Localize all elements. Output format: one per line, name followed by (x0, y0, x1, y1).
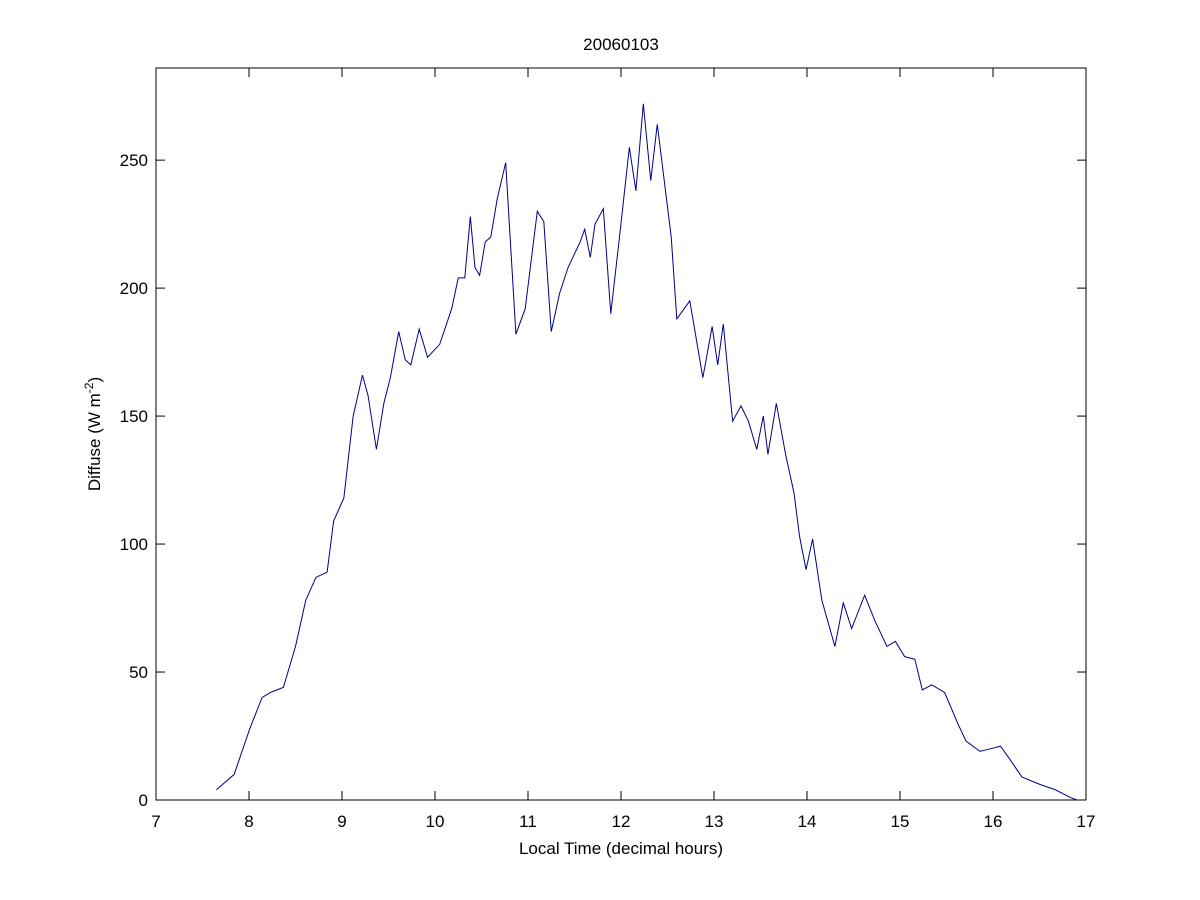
x-tick-label: 10 (426, 812, 445, 831)
x-tick-label: 16 (984, 812, 1003, 831)
y-tick-label: 100 (120, 535, 148, 554)
x-axis-label: Local Time (decimal hours) (519, 839, 723, 858)
y-label-text: Diffuse (W m (85, 393, 104, 491)
x-tick-label: 9 (337, 812, 346, 831)
x-tick-label: 12 (612, 812, 631, 831)
x-tick-label: 14 (798, 812, 817, 831)
y-label-sup: -2 (82, 382, 96, 393)
x-tick-label: 8 (244, 812, 253, 831)
x-tick-label: 15 (891, 812, 910, 831)
y-tick-label: 0 (139, 791, 148, 810)
y-tick-label: 250 (120, 151, 148, 170)
y-tick-label: 150 (120, 407, 148, 426)
x-tick-label: 13 (705, 812, 724, 831)
x-tick-label: 17 (1077, 812, 1096, 831)
data-line (216, 103, 1077, 801)
y-tick-label: 200 (120, 279, 148, 298)
y-tick-label: 50 (129, 663, 148, 682)
y-axis-label: Diffuse (W m-2) (82, 377, 104, 491)
y-label-end: ) (85, 377, 104, 383)
chart-title: 20060103 (583, 35, 659, 54)
x-tick-label: 11 (519, 812, 537, 831)
x-tick-label: 7 (151, 812, 160, 831)
